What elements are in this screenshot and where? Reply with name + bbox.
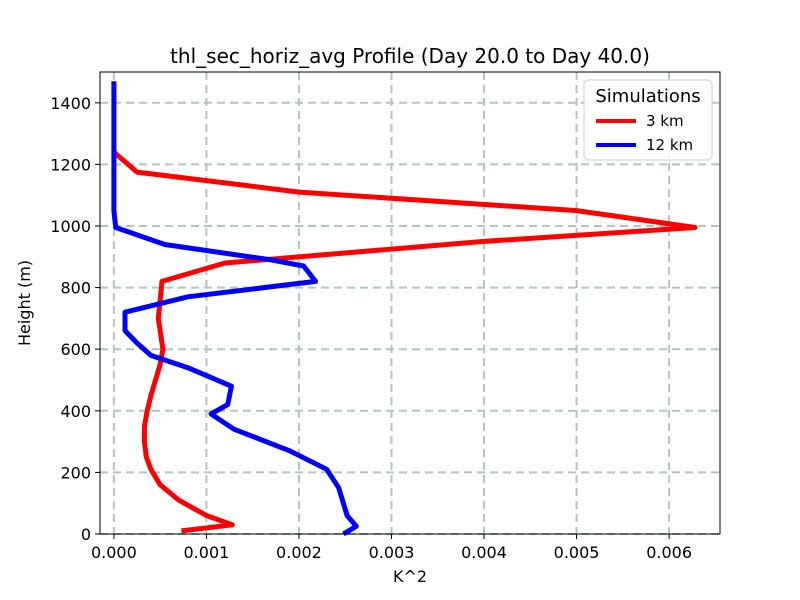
y-tick-label: 800 [60,279,91,298]
x-tick-label: 0.002 [276,543,322,562]
series-line-12km [111,81,359,537]
y-tick-label: 600 [60,340,91,359]
x-tick-label: 0.006 [646,543,692,562]
x-tick-label: 0.000 [91,543,137,562]
y-tick-label: 400 [60,402,91,421]
chart-title: thl_sec_horiz_avg Profile (Day 20.0 to D… [170,44,650,68]
plot-frame [99,71,721,535]
y-tick-label: 200 [60,463,91,482]
x-axis-label: K^2 [393,567,427,586]
x-tick-label: 0.005 [554,543,600,562]
x-tick-label: 0.004 [461,543,507,562]
y-axis-label: Height (m) [15,260,34,346]
x-tick-label: 0.001 [184,543,230,562]
legend-box [583,79,713,161]
series-lines [111,81,698,537]
y-tick-label: 1000 [50,217,91,236]
legend-label-12km: 12 km [646,136,693,154]
y-tick-label: 1400 [50,94,91,113]
legend-label-3km: 3 km [646,112,684,130]
y-tick-label: 1200 [50,155,91,174]
legend-title: Simulations [595,86,700,107]
y-tick-label: 0 [81,525,91,544]
series-line-3km [111,149,698,534]
axis-ticks: 0.000 0.001 0.002 0.003 0.004 0.005 0.006 0 200 4… [50,94,692,562]
legend: Simulations 3 km 12 km [583,79,713,161]
x-tick-label: 0.003 [369,543,415,562]
